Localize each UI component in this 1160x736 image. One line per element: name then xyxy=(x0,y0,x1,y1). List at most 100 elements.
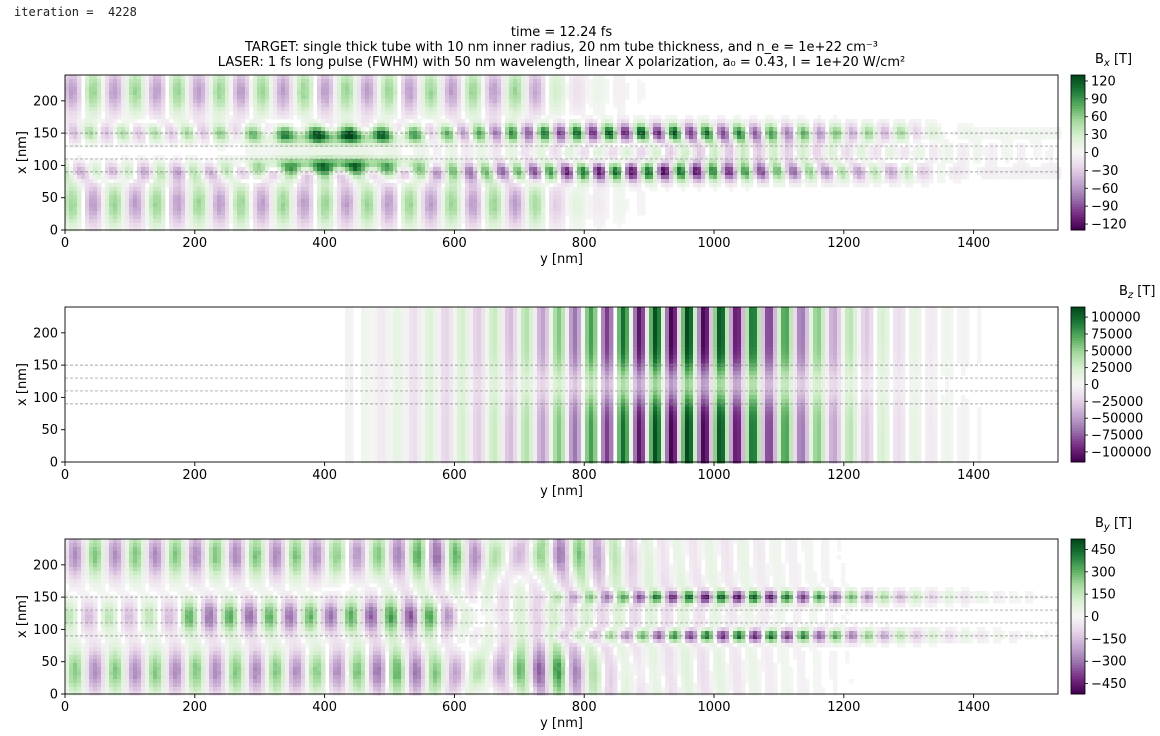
heatmap-cell xyxy=(573,83,578,88)
heatmap-cell xyxy=(797,119,802,124)
heatmap-cell xyxy=(277,91,282,96)
heatmap-cell xyxy=(65,79,70,84)
heatmap-cell xyxy=(797,147,802,152)
heatmap-cell xyxy=(213,139,218,144)
heatmap-cell xyxy=(361,135,366,140)
heatmap-cell xyxy=(505,119,510,124)
heatmap-cell xyxy=(205,75,210,80)
heatmap-cell xyxy=(197,95,202,100)
heatmap-cell xyxy=(237,155,242,160)
heatmap-cell xyxy=(353,171,358,176)
heatmap-cell xyxy=(649,123,654,128)
heatmap-cell xyxy=(593,155,598,160)
heatmap-cell xyxy=(901,139,906,144)
heatmap-cell xyxy=(1029,139,1034,144)
heatmap-cell xyxy=(93,135,98,140)
heatmap-cell xyxy=(957,135,962,140)
heatmap-cell xyxy=(173,175,178,180)
heatmap-cell xyxy=(505,91,510,96)
heatmap-cell xyxy=(637,179,642,184)
heatmap-cell xyxy=(397,179,402,184)
heatmap-cell xyxy=(377,123,382,128)
heatmap-cell xyxy=(357,83,362,88)
heatmap-cell xyxy=(277,159,282,164)
heatmap-cell xyxy=(321,111,326,116)
heatmap-cell xyxy=(477,83,482,88)
heatmap-cell xyxy=(437,107,442,112)
heatmap-cell xyxy=(157,123,162,128)
heatmap-cell xyxy=(701,167,706,172)
heatmap-cell xyxy=(297,151,302,156)
heatmap-cell xyxy=(121,83,126,88)
heatmap-cell xyxy=(861,135,866,140)
heatmap-cell xyxy=(497,123,502,128)
heatmap-cell xyxy=(81,127,86,132)
heatmap-cell xyxy=(405,127,410,132)
heatmap-cell xyxy=(205,143,210,148)
heatmap-cell xyxy=(997,171,1002,176)
heatmap-cell xyxy=(173,139,178,144)
heatmap-cell xyxy=(297,147,302,152)
heatmap-cell xyxy=(257,75,262,80)
heatmap-cell xyxy=(573,163,578,168)
heatmap-cell xyxy=(461,127,466,132)
heatmap-cell xyxy=(665,167,670,172)
heatmap-cell xyxy=(261,155,266,160)
heatmap-cell xyxy=(917,123,922,128)
heatmap-cell xyxy=(585,123,590,128)
heatmap-cell xyxy=(185,115,190,120)
heatmap-cell xyxy=(457,159,462,164)
heatmap-cell xyxy=(229,91,234,96)
heatmap-cell xyxy=(245,103,250,108)
heatmap-cell xyxy=(393,143,398,148)
heatmap-cell xyxy=(297,103,302,108)
heatmap-cell xyxy=(385,183,390,188)
heatmap-cell xyxy=(101,171,106,176)
heatmap-cell xyxy=(113,111,118,116)
heatmap-cell xyxy=(745,155,750,160)
heatmap-cell xyxy=(729,123,734,128)
heatmap-cell xyxy=(549,111,554,116)
heatmap-cell xyxy=(361,171,366,176)
heatmap-cell xyxy=(901,147,906,152)
heatmap-cell xyxy=(65,83,70,88)
heatmap-cell xyxy=(449,119,454,124)
heatmap-cell xyxy=(601,95,606,100)
heatmap-cell xyxy=(361,159,366,164)
heatmap-cell xyxy=(385,155,390,160)
heatmap-cell xyxy=(293,79,298,84)
heatmap-cell xyxy=(409,167,414,172)
heatmap-cell xyxy=(325,91,330,96)
heatmap-cell xyxy=(721,159,726,164)
heatmap-cell xyxy=(325,95,330,100)
heatmap-cell xyxy=(453,103,458,108)
heatmap-cell xyxy=(405,103,410,108)
heatmap-cell xyxy=(809,179,814,184)
heatmap-cell xyxy=(837,135,842,140)
heatmap-cell xyxy=(533,119,538,124)
heatmap-cell xyxy=(485,163,490,168)
heatmap-cell xyxy=(357,139,362,144)
heatmap-cell xyxy=(937,175,942,180)
heatmap-cell xyxy=(649,179,654,184)
heatmap-cell xyxy=(529,123,534,128)
heatmap-cell xyxy=(325,127,330,132)
heatmap-cell xyxy=(553,115,558,120)
heatmap-cell xyxy=(181,119,186,124)
heatmap-cell xyxy=(689,167,694,172)
heatmap-cell xyxy=(589,115,594,120)
heatmap-cell xyxy=(413,107,418,112)
heatmap-cell xyxy=(865,139,870,144)
heatmap-cell xyxy=(449,123,454,128)
heatmap-cell xyxy=(933,151,938,156)
heatmap-cell xyxy=(437,135,442,140)
heatmap-cell xyxy=(909,163,914,168)
heatmap-cell xyxy=(573,167,578,172)
heatmap-cell xyxy=(657,115,662,120)
heatmap-cell xyxy=(669,135,674,140)
heatmap-cell xyxy=(225,115,230,120)
heatmap-cell xyxy=(301,147,306,152)
heatmap-cell xyxy=(889,143,894,148)
heatmap-cell xyxy=(637,83,642,88)
heatmap-cell xyxy=(681,167,686,172)
